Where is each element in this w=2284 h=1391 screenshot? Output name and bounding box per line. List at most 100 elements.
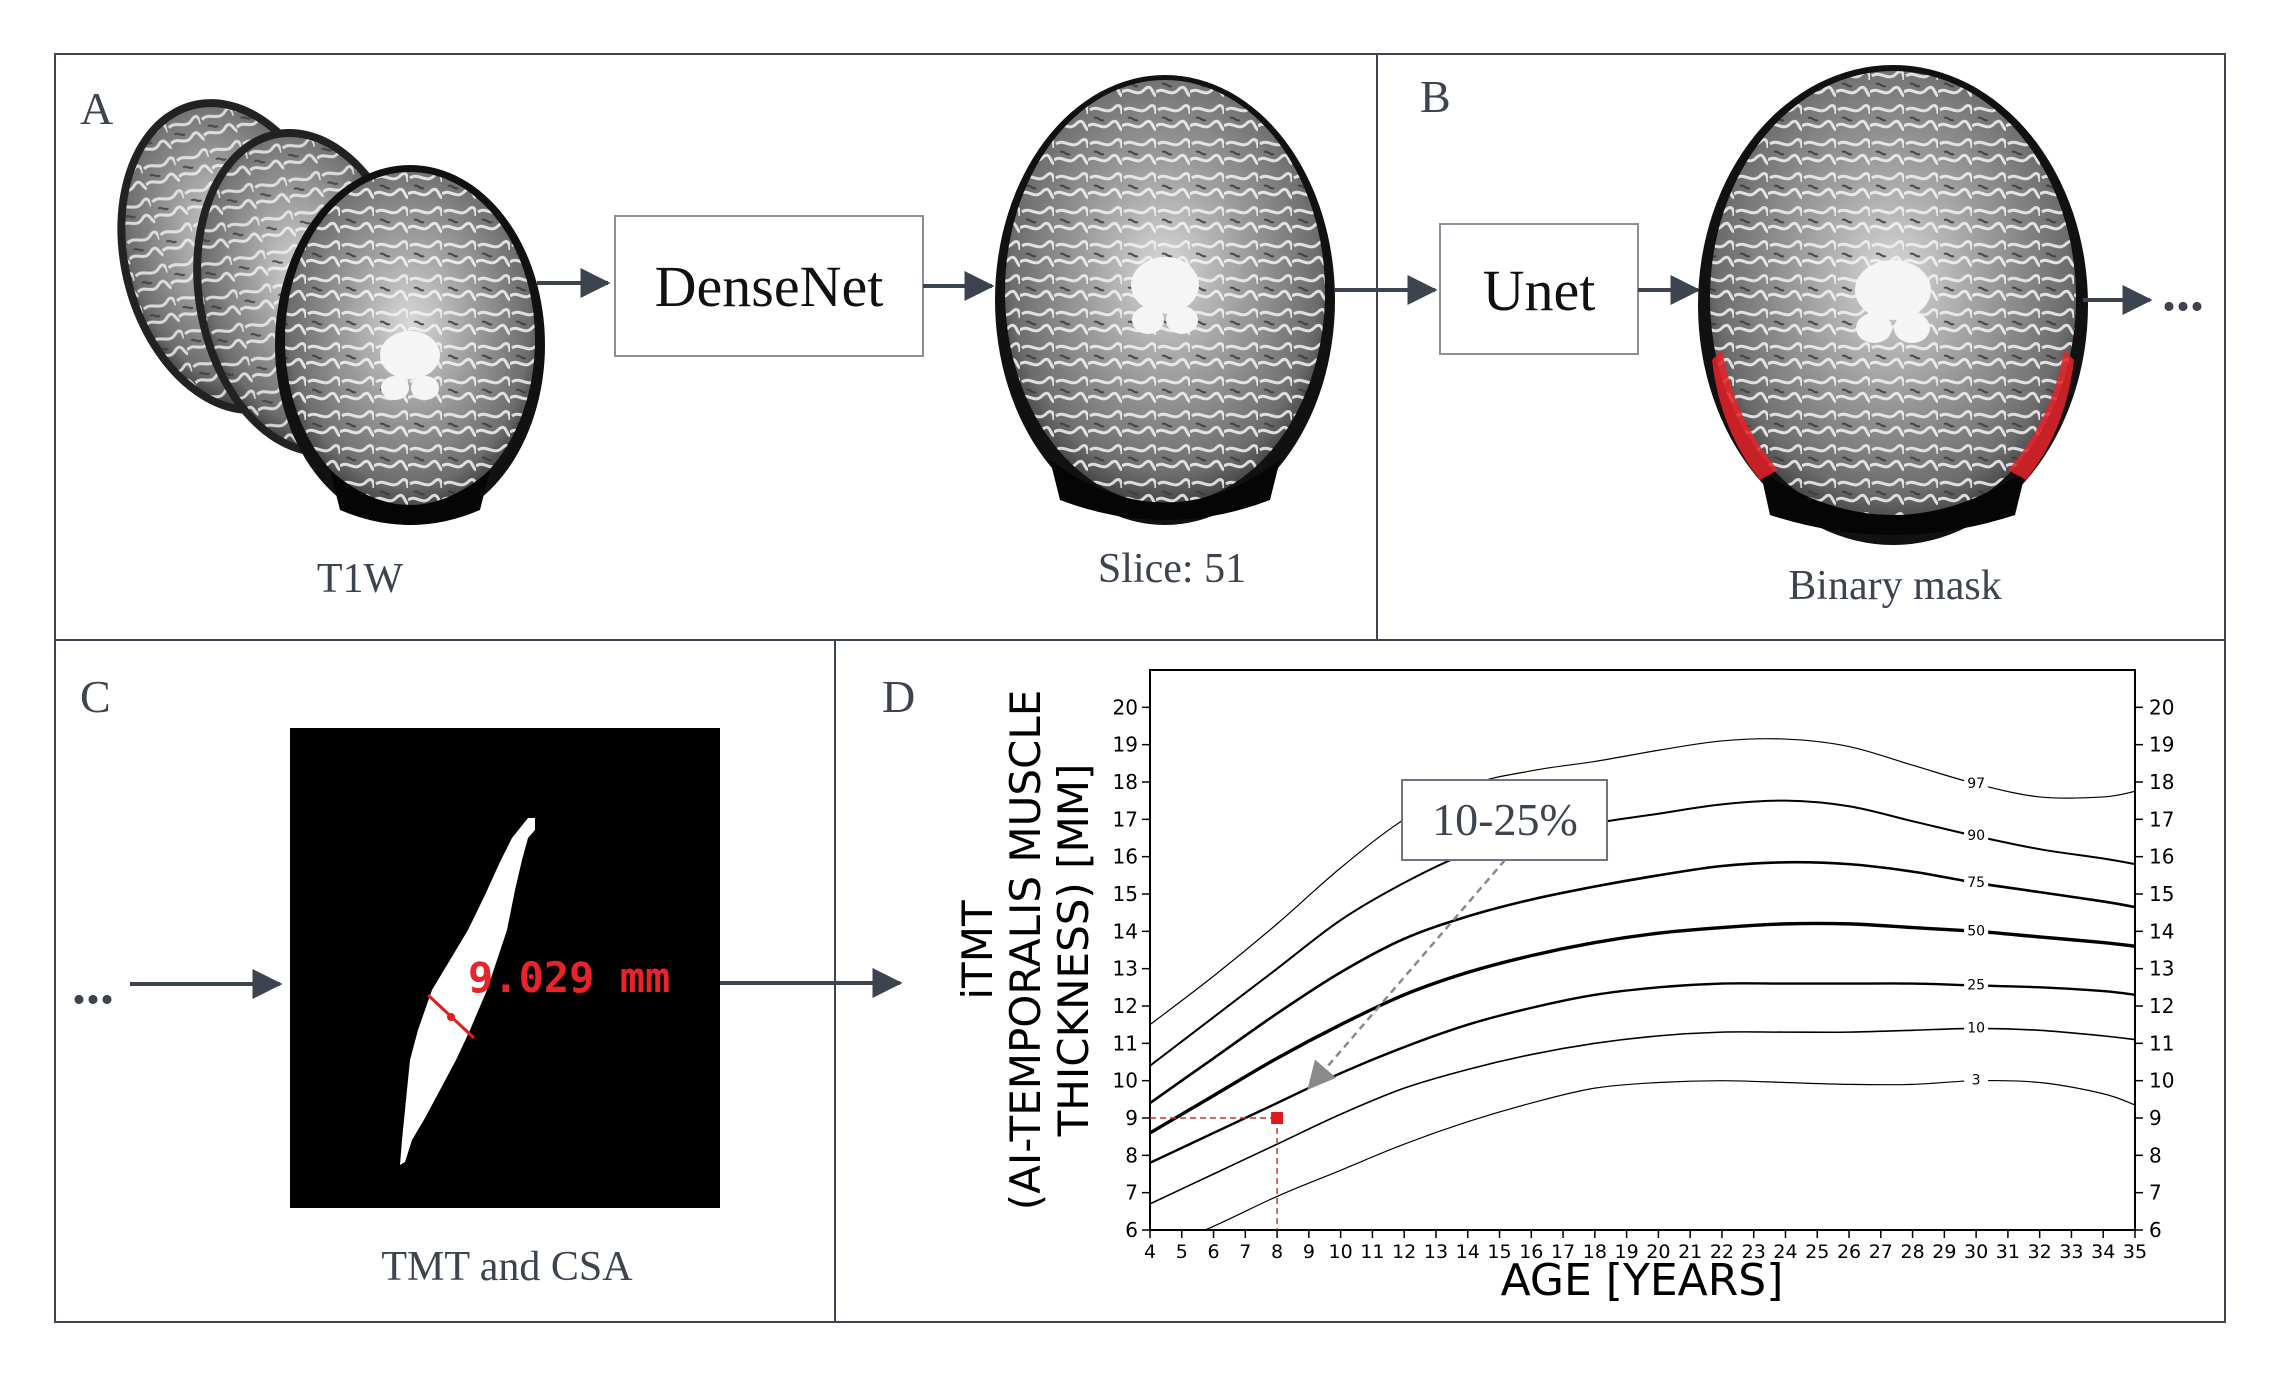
x-tick-label: 22 <box>1710 1241 1734 1263</box>
y-tick-label-right: 20 <box>2149 695 2174 719</box>
x-tick-label: 8 <box>1271 1241 1283 1263</box>
x-tick-label: 11 <box>1360 1241 1384 1263</box>
slice-caption: Slice: 51 <box>1098 546 1246 592</box>
panel-letter-b: B <box>1420 71 1451 122</box>
x-tick-label: 33 <box>2059 1241 2083 1263</box>
unet-box: Unet <box>1439 223 1639 355</box>
y-tick-label-left: 16 <box>1113 845 1138 869</box>
centile-label-75: 75 <box>1967 875 1985 891</box>
centile-curve-75 <box>1150 860 2135 1105</box>
x-axis-label: AGE [YEARS] <box>1501 1255 1784 1306</box>
x-tick-label: 21 <box>1678 1241 1702 1263</box>
continuation-dots-b: ... <box>2162 261 2204 323</box>
y-tick-label-left: 9 <box>1125 1106 1138 1130</box>
panel-letter-d: D <box>882 671 915 722</box>
y-tick-label-left: 19 <box>1113 733 1138 757</box>
y-ticks-left: 6 7 8 9 10 11 12 13 14 15 16 17 18 19 20 <box>1113 695 1150 1242</box>
y-tick-label-left: 13 <box>1113 957 1138 981</box>
centile-label-bg-90 <box>1964 826 1989 843</box>
densenet-box: DenseNet <box>614 215 924 357</box>
centile-labels: 3 10 25 50 75 90 97 <box>1964 773 1989 1089</box>
centile-label-bg-97 <box>1964 773 1989 790</box>
centile-label-25: 25 <box>1967 977 1985 993</box>
y-tick-label-right: 14 <box>2149 919 2174 943</box>
x-tick-label: 14 <box>1456 1241 1480 1263</box>
mask-crop-image: 9.029 mm <box>290 728 720 1208</box>
y-tick-label-right: 15 <box>2149 882 2174 906</box>
x-ticks: 4 5 6 7 8 9 10 11 12 13 14 15 16 17 18 19 20 21 22 23 24 25 26… <box>1144 1230 2147 1263</box>
centile-label-90: 90 <box>1967 828 1985 844</box>
y-axis-label-line3: THICKNESS) [MM] <box>1049 764 1098 1138</box>
y-tick-label-right: 7 <box>2149 1181 2162 1205</box>
y-axis-label-line1: iTMT <box>953 900 1002 1000</box>
x-tick-label: 25 <box>1805 1241 1829 1263</box>
y-tick-label-right: 12 <box>2149 994 2174 1018</box>
x-tick-label: 27 <box>1869 1241 1893 1263</box>
panel-letter-a: A <box>80 83 113 134</box>
y-tick-label-right: 13 <box>2149 957 2174 981</box>
patient-marker <box>1271 1112 1284 1124</box>
x-tick-label: 28 <box>1900 1241 1924 1263</box>
y-ticks-right: 6 7 8 9 10 11 12 13 14 15 16 17 18 19 20 <box>2135 695 2174 1242</box>
centile-label-bg-3 <box>1964 1070 1989 1087</box>
centile-label-10: 10 <box>1967 1020 1985 1036</box>
y-tick-label-right: 9 <box>2149 1106 2162 1130</box>
y-tick-label-left: 20 <box>1113 695 1138 719</box>
t1w-caption: T1W <box>317 556 404 602</box>
y-tick-label-right: 16 <box>2149 845 2174 869</box>
x-tick-label: 31 <box>1996 1241 2020 1263</box>
percentile-annotation-text: 10-25% <box>1432 794 1578 845</box>
x-tick-label: 4 <box>1144 1241 1156 1263</box>
x-tick-label: 19 <box>1615 1241 1639 1263</box>
thickness-measurement: 9.029 mm <box>468 953 670 1002</box>
x-tick-label: 16 <box>1519 1241 1543 1263</box>
x-tick-label: 13 <box>1424 1241 1448 1263</box>
y-tick-label-left: 10 <box>1113 1069 1138 1093</box>
y-tick-label-left: 7 <box>1125 1181 1138 1205</box>
tmt-csa-caption: TMT and CSA <box>381 1244 633 1290</box>
x-tick-label: 6 <box>1208 1241 1220 1263</box>
densenet-label: DenseNet <box>655 254 884 319</box>
x-tick-label: 30 <box>1964 1241 1988 1263</box>
y-tick-label-right: 18 <box>2149 770 2174 794</box>
x-tick-label: 24 <box>1773 1241 1797 1263</box>
centile-curve-90 <box>1150 799 2135 1067</box>
centile-label-97: 97 <box>1967 776 1985 792</box>
y-tick-label-right: 8 <box>2149 1143 2162 1167</box>
y-tick-label-left: 18 <box>1113 770 1138 794</box>
x-tick-label: 32 <box>2028 1241 2052 1263</box>
x-tick-label: 29 <box>1932 1241 1956 1263</box>
continuation-dots-c: ... <box>72 954 114 1016</box>
centile-label-bg-10 <box>1964 1018 1989 1035</box>
x-tick-label: 23 <box>1742 1241 1766 1263</box>
marker-guides <box>1150 1112 1284 1230</box>
unet-label: Unet <box>1483 258 1596 323</box>
y-tick-label-right: 11 <box>2149 1031 2174 1055</box>
y-tick-label-left: 17 <box>1113 807 1138 831</box>
x-tick-label: 5 <box>1176 1241 1188 1263</box>
x-tick-label: 15 <box>1487 1241 1511 1263</box>
y-tick-label-left: 11 <box>1113 1031 1138 1055</box>
centile-label-3: 3 <box>1972 1073 1981 1089</box>
percentile-annotation: 10-25% <box>1307 779 1608 1090</box>
y-tick-label-left: 12 <box>1113 994 1138 1018</box>
x-tick-label: 12 <box>1392 1241 1416 1263</box>
y-axis-label-line2: (AI-TEMPORALIS MUSCLE <box>1001 690 1050 1211</box>
x-tick-label: 26 <box>1837 1241 1861 1263</box>
slice-image <box>995 75 1335 525</box>
y-tick-label-right: 19 <box>2149 733 2174 757</box>
annotation-arrow <box>1307 859 1506 1090</box>
panel-letter-c: C <box>80 671 111 722</box>
x-tick-label: 9 <box>1303 1241 1315 1263</box>
centile-label-bg-25 <box>1964 975 1989 992</box>
x-tick-label: 20 <box>1646 1241 1670 1263</box>
temporalis-mask-right <box>2008 350 2074 480</box>
y-tick-label-right: 10 <box>2149 1069 2174 1093</box>
x-tick-label: 18 <box>1583 1241 1607 1263</box>
x-tick-label: 7 <box>1239 1241 1251 1263</box>
x-tick-label: 34 <box>2091 1241 2115 1263</box>
x-tick-label: 17 <box>1551 1241 1575 1263</box>
plot-area <box>1149 669 2136 1231</box>
centile-label-bg-50 <box>1964 921 1989 938</box>
binary-mask-image <box>1698 65 2088 545</box>
